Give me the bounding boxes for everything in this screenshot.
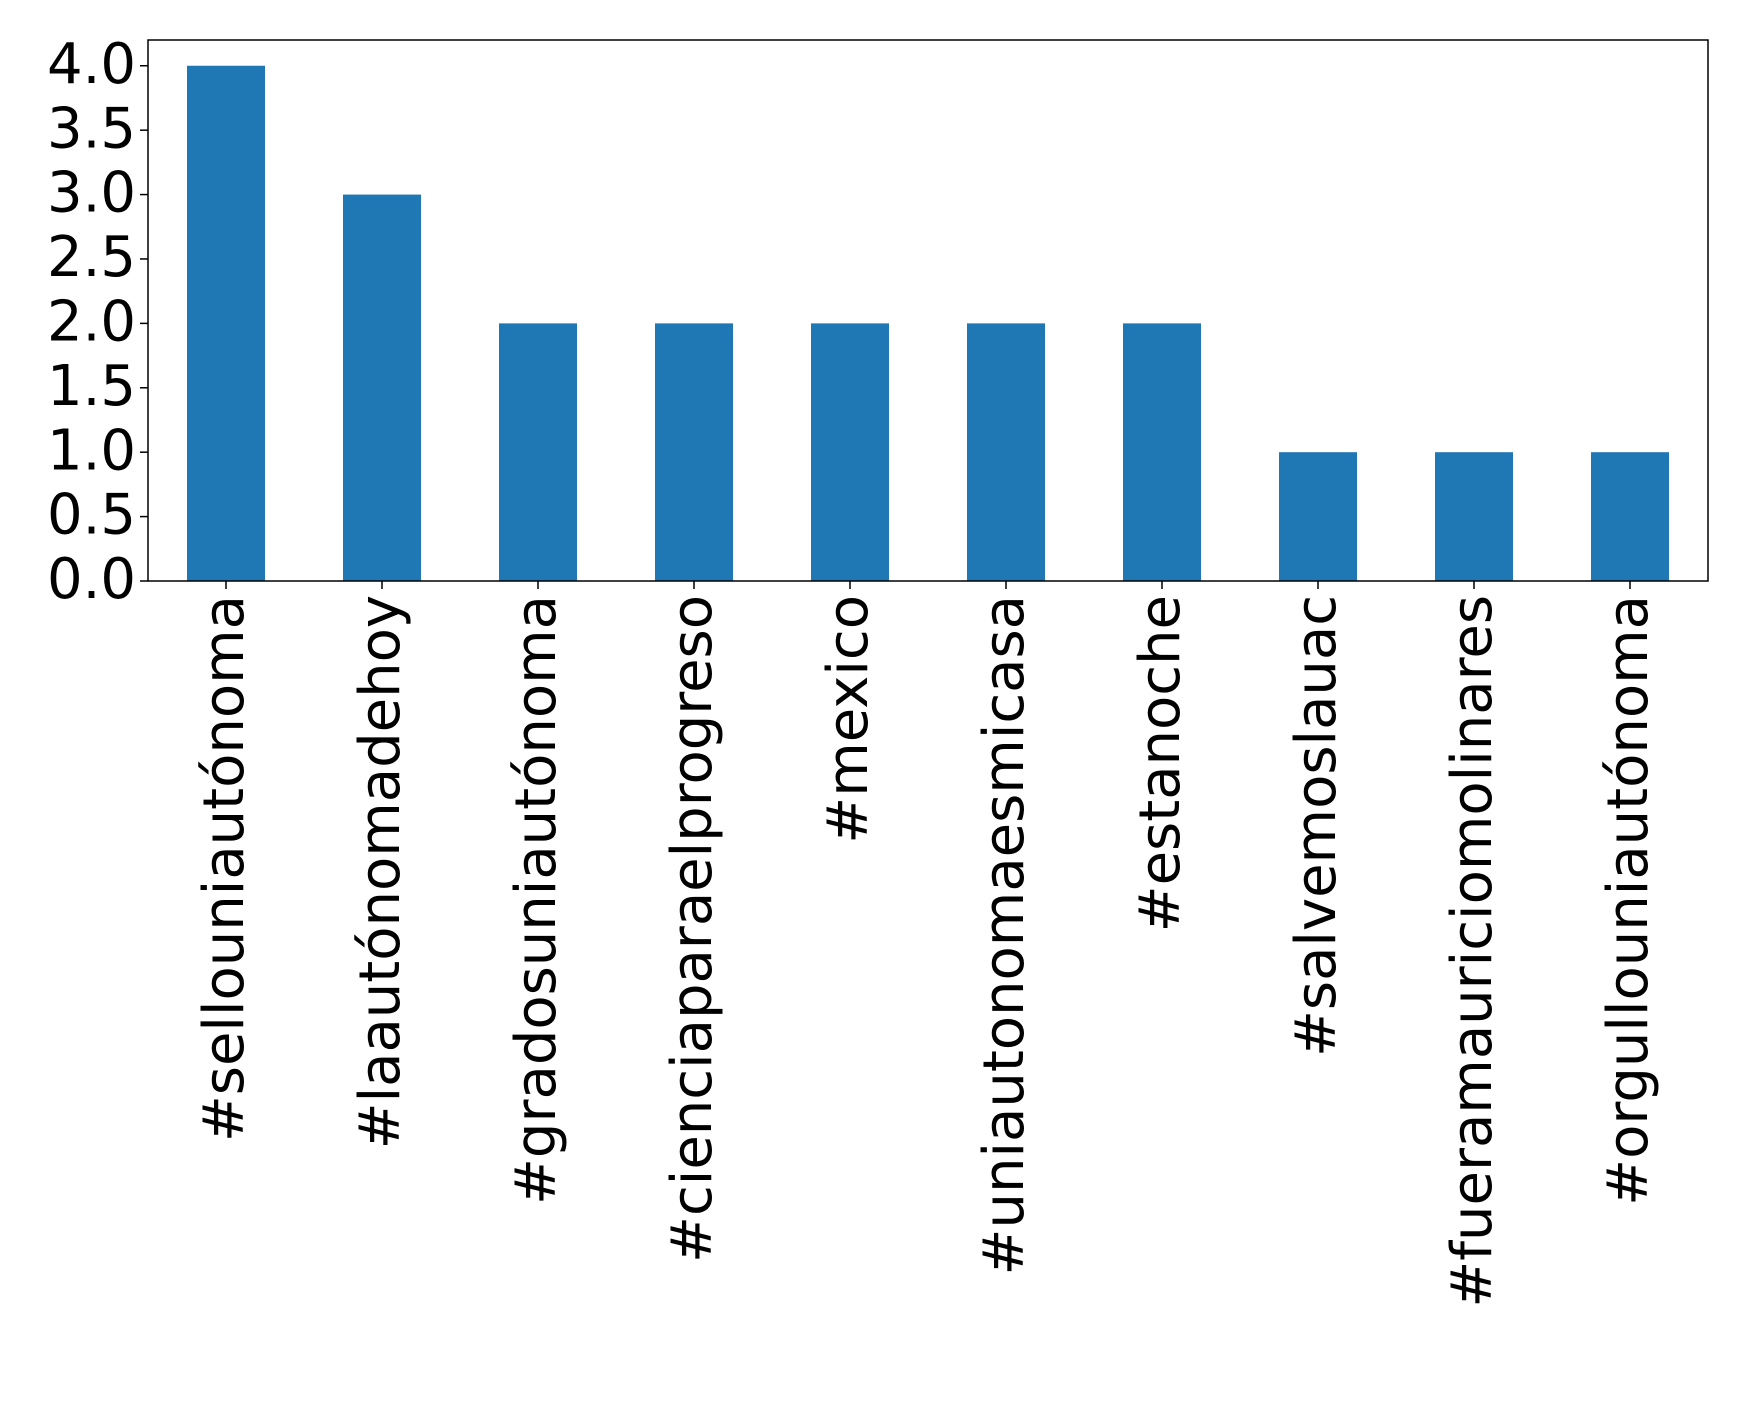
y-tick-label: 3.0 <box>47 161 136 226</box>
bar <box>1279 452 1357 581</box>
x-tick-label: #orgullouniautónoma <box>1596 595 1661 1206</box>
y-tick-label: 3.5 <box>47 96 136 161</box>
x-tick-label: #laautónomadehoy <box>348 595 413 1149</box>
bar <box>499 323 577 581</box>
bar <box>1123 323 1201 581</box>
y-tick-label: 2.5 <box>47 225 136 290</box>
bar <box>811 323 889 581</box>
bar <box>343 194 421 582</box>
y-tick-label: 4.0 <box>47 32 136 97</box>
x-tick-label: #mexico <box>816 595 881 844</box>
x-tick-label: #sellouniautónoma <box>192 595 257 1142</box>
y-tick-label: 0.5 <box>47 483 136 548</box>
y-tick-label: 2.0 <box>47 290 136 355</box>
x-tick-label: #gradosuniautónoma <box>504 595 569 1205</box>
y-tick-label: 1.5 <box>47 354 136 419</box>
bar <box>1435 452 1513 581</box>
plot-frame <box>147 39 1709 582</box>
y-tick-label: 1.0 <box>47 418 136 483</box>
x-tick-label: #estanoche <box>1128 595 1193 932</box>
bar <box>1591 452 1669 581</box>
y-tick-label: 0.0 <box>47 547 136 612</box>
bar <box>967 323 1045 581</box>
x-tick-label: #fueramauriciomolinares <box>1440 595 1505 1308</box>
x-tick-label: #salvemoslauac <box>1284 595 1349 1057</box>
x-tick-label: #uniautonomaesmicasa <box>972 595 1037 1275</box>
bar <box>187 65 265 581</box>
bar <box>655 323 733 581</box>
x-tick-label: #cienciaparaelprogreso <box>660 595 725 1263</box>
